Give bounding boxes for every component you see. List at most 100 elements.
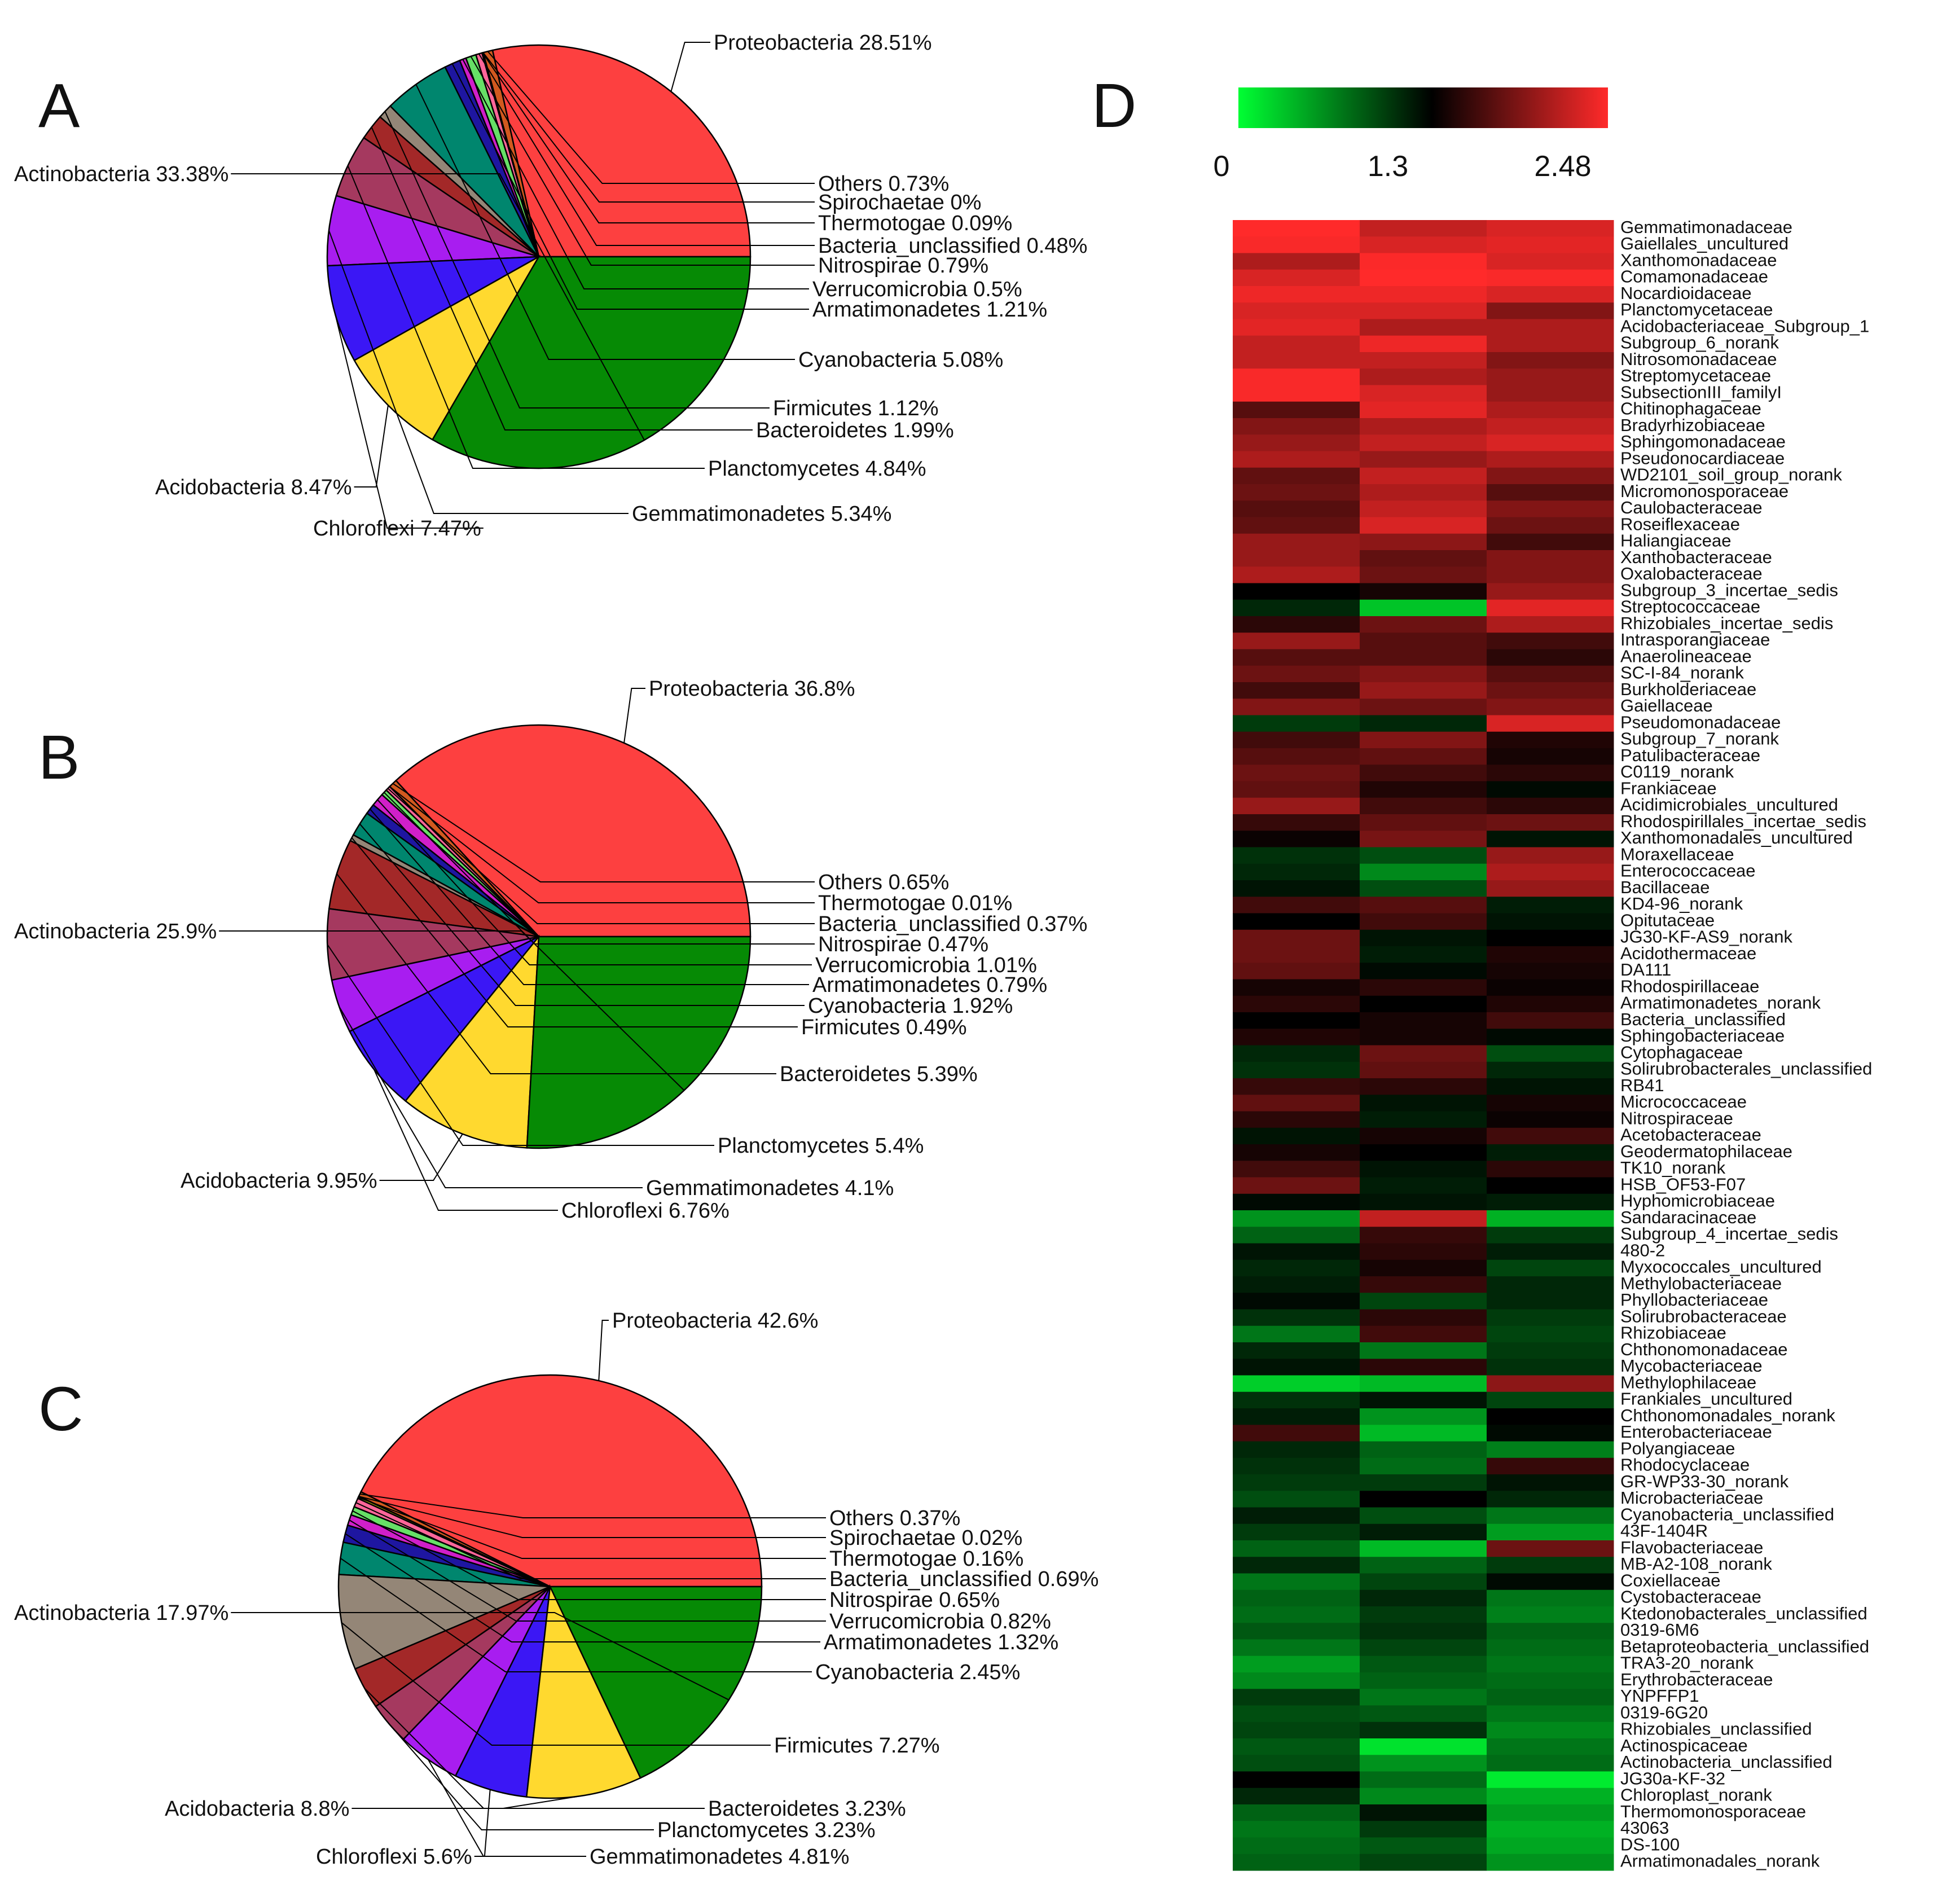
heatmap-row-label: Xanthomonadaceae [1620, 250, 1777, 270]
heatmap-cell [1487, 963, 1614, 980]
heatmap-row-label: Comamonadaceae [1620, 267, 1768, 287]
pie-slice-label: Armatimonadetes 1.21% [812, 298, 1047, 322]
heatmap-cell [1487, 236, 1614, 254]
heatmap-cell [1233, 269, 1360, 287]
pie-leader-line [373, 1069, 558, 1211]
heatmap-cell [1360, 533, 1487, 551]
heatmap-cell [1360, 1325, 1487, 1343]
pie-slice-label: Spirochaetae 0.02% [829, 1526, 1022, 1550]
pie-leader-line [474, 1789, 491, 1857]
pie-leader-line [470, 56, 815, 266]
pie-slices [337, 1374, 763, 1799]
heatmap-row-label: 0319-6M6 [1620, 1620, 1699, 1640]
pie-leader-lines [219, 688, 815, 1211]
heatmap-cell [1487, 1177, 1614, 1194]
pie-leader-line [389, 786, 815, 903]
pie-slice-label: Thermotogae 0.01% [818, 891, 1012, 915]
pie-slice-label: Firmicutes 0.49% [801, 1016, 967, 1039]
pie-leader-line [478, 53, 815, 246]
heatmap-row-label: 480-2 [1620, 1240, 1665, 1260]
heatmap-cell [1233, 1441, 1360, 1459]
heatmap-cell [1487, 1193, 1614, 1211]
heatmap-row-label: Methylobacteriaceae [1620, 1273, 1782, 1293]
heatmap-row-label: Methylophilaceae [1620, 1372, 1756, 1392]
heatmap-cell [1233, 863, 1360, 881]
heatmap-cell [1233, 1078, 1360, 1095]
pie-slice-label: Acidobacteria 9.95% [181, 1169, 377, 1193]
pie-slice-label: Verrucomicrobia 0.5% [812, 278, 1022, 301]
heatmap-cell [1487, 1227, 1614, 1244]
heatmap-cell [1360, 1589, 1487, 1607]
heatmap-d: GemmatimonadaceaeGaiellales_unculturedXa… [1214, 87, 1872, 1871]
heatmap-cell [1487, 1655, 1614, 1673]
heatmap-cell [1233, 1210, 1360, 1227]
heatmap-row-label: C0119_norank [1620, 762, 1734, 781]
heatmap-cell [1487, 1854, 1614, 1871]
heatmap-cell [1487, 1441, 1614, 1459]
heatmap-cell [1487, 1721, 1614, 1739]
heatmap-row-label: Flavobacteriaceae [1620, 1538, 1763, 1557]
heatmap-cell [1233, 302, 1360, 320]
heatmap-row-label: Frankiales_uncultured [1620, 1389, 1792, 1409]
heatmap-cell [1360, 550, 1487, 567]
heatmap-cell [1233, 566, 1360, 584]
heatmap-cell [1487, 484, 1614, 501]
pie-slice-label: Planctomycetes 4.84% [708, 457, 926, 481]
heatmap-cell [1233, 1639, 1360, 1657]
heatmap-cell [1487, 253, 1614, 270]
heatmap-cell [1233, 1523, 1360, 1541]
heatmap-cell [1360, 863, 1487, 881]
heatmap-cell [1487, 995, 1614, 1013]
pie-leader-line [354, 405, 389, 487]
heatmap-cell [1360, 467, 1487, 485]
heatmap-cell [1233, 633, 1360, 650]
heatmap-cell [1360, 1243, 1487, 1260]
heatmap-cell [1233, 583, 1360, 600]
pie-slice-label: Chloroflexi 6.76% [561, 1199, 729, 1223]
heatmap-cell [1360, 1755, 1487, 1772]
heatmap-row-label: Rhodospirillaceae [1620, 976, 1759, 996]
heatmap-cell [1487, 847, 1614, 864]
heatmap-cell [1360, 1276, 1487, 1293]
heatmap-cell [1487, 880, 1614, 897]
heatmap-cell [1233, 1854, 1360, 1871]
pie-slice [526, 935, 752, 1149]
heatmap-cell [1233, 517, 1360, 534]
heatmap-cell [1360, 963, 1487, 980]
heatmap-cell [1233, 1193, 1360, 1211]
heatmap-row-label: YNPFFP1 [1620, 1686, 1699, 1706]
heatmap-cell [1233, 1029, 1360, 1046]
heatmap-cell [1487, 715, 1614, 732]
heatmap-cell [1360, 253, 1487, 270]
heatmap-cell [1487, 1837, 1614, 1855]
heatmap-cell [1233, 897, 1360, 914]
pie-slice-label: Nitrospirae 0.79% [818, 254, 988, 278]
heatmap-row-labels: GemmatimonadaceaeGaiellales_unculturedXa… [1620, 217, 1872, 1871]
pie-leader-line [359, 1493, 826, 1518]
heatmap-row-label: WD2101_soil_group_norank [1620, 465, 1842, 485]
heatmap-cell [1360, 1391, 1487, 1409]
heatmap-cells [1233, 220, 1614, 1871]
heatmap-cell [1233, 1293, 1360, 1310]
pie-slice-label: Proteobacteria 42.6% [612, 1309, 818, 1333]
pie-slice-label: Bacteroidetes 3.23% [708, 1797, 906, 1821]
heatmap-cell [1360, 566, 1487, 584]
heatmap-cell [1487, 616, 1614, 633]
heatmap-cell [1233, 418, 1360, 435]
heatmap-cell [1233, 1012, 1360, 1029]
heatmap-cell [1487, 517, 1614, 534]
panel-label-a: A [38, 71, 80, 140]
pie-leader-line [359, 823, 805, 1006]
heatmap-cell [1487, 385, 1614, 402]
heatmap-cell [1233, 1425, 1360, 1442]
heatmap-row-label: Phyllobacteriaceae [1620, 1290, 1768, 1310]
heatmap-cell [1233, 963, 1360, 980]
pie-leader-line [358, 1496, 826, 1538]
pie-slice-label: Cyanobacteria 2.45% [815, 1661, 1020, 1684]
heatmap-cell [1360, 1177, 1487, 1194]
heatmap-cell [1487, 731, 1614, 749]
pie-slice-label: Proteobacteria 36.8% [649, 677, 855, 701]
heatmap-row-label: Coxiellaceae [1620, 1570, 1721, 1590]
heatmap-cell [1360, 1029, 1487, 1046]
heatmap-cell [1233, 1540, 1360, 1557]
